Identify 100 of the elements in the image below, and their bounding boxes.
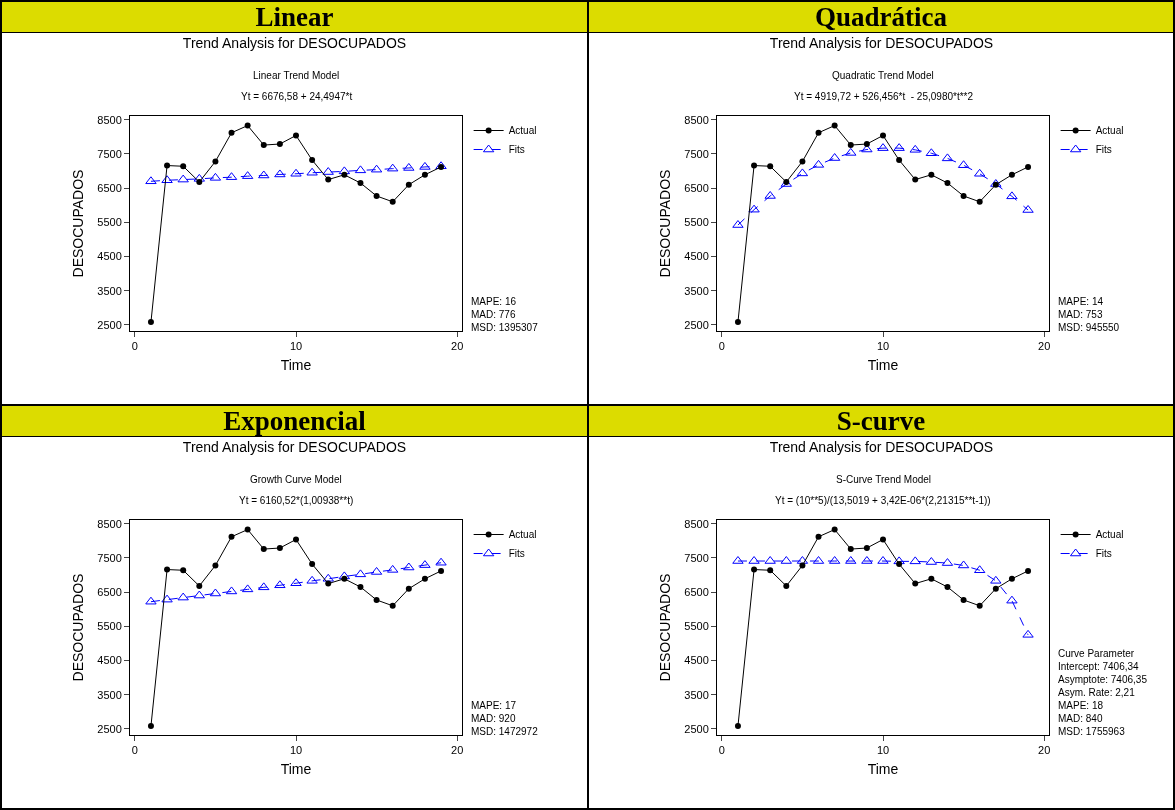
point [944,180,951,186]
point [847,142,854,149]
point [145,596,157,605]
point [992,585,999,592]
point [212,562,219,569]
text: MSD: 1395307 [471,322,539,333]
y-tick-label: 7500 [97,551,122,564]
point [322,573,334,582]
y-tick-label: 4500 [97,654,122,667]
point [405,181,412,188]
chart-subtitle: Trend Analysis for DESOCUPADOS [769,35,994,52]
point [909,556,921,565]
point [748,204,760,213]
text: MSD: 945550 [1058,322,1120,333]
point [799,158,806,165]
point [990,575,1002,584]
y-tick-label: 2500 [97,318,122,331]
point [387,163,399,172]
text: Yt = (10**5)/(13,5019 + 3,42E-06*(2,21315**t-1)) [775,495,991,506]
point [196,582,203,589]
y-tick-label: 6500 [684,585,709,598]
point [193,590,205,599]
point [435,557,447,566]
point [357,584,364,590]
text: Yt = 4919,72 + 526,456*t - 25,0980*t**2 [794,91,974,102]
y-tick-label: 4500 [684,250,709,263]
point [309,561,316,568]
point [306,167,318,176]
point [161,594,173,603]
point [147,319,154,326]
point [276,141,283,148]
chart-subtitle: Trend Analysis for DESOCUPADOS [182,439,407,456]
point [357,180,364,186]
text: MAD: 840 [1058,713,1103,724]
text: MAD: 920 [471,713,516,724]
y-tick-label: 2500 [684,722,709,735]
point [734,319,741,326]
point [403,162,415,171]
point [960,192,967,199]
y-axis-title: DESOCUPADOS [656,169,673,278]
point [831,122,838,129]
point [293,132,299,139]
point [831,526,838,533]
y-tick-label: 7500 [684,551,709,564]
point [389,602,396,609]
point [180,163,187,170]
point [421,171,428,178]
point [751,162,758,169]
y-tick-label: 8500 [97,113,122,126]
text: Linear Trend Model [253,70,340,81]
y-tick-label: 5500 [97,620,122,633]
text: S-Curve Trend Model [836,474,932,485]
point [177,174,189,183]
x-tick-label: 0 [131,340,138,353]
point [274,580,286,589]
y-tick-label: 5500 [684,620,709,633]
point [976,602,983,609]
legend-label: Fits [1095,144,1112,156]
point [912,580,919,587]
point [164,566,171,573]
point [764,190,776,199]
text: MSD: 1755963 [1058,726,1126,737]
y-tick-label: 3500 [97,688,122,701]
point [767,567,774,574]
y-tick-label: 3500 [684,688,709,701]
point [306,575,318,584]
x-tick-label: 20 [451,340,464,353]
chart-subtitle: Trend Analysis for DESOCUPADOS [182,35,407,52]
point [1008,171,1015,178]
point [244,122,251,129]
chart-subtitle: Trend Analysis for DESOCUPADOS [769,439,994,456]
x-axis-title: Time [280,356,312,373]
point [880,536,886,543]
text: Intercept: 7406,34 [1058,661,1140,672]
point [405,585,412,592]
y-tick-label: 3500 [684,284,709,297]
x-tick-label: 10 [289,340,303,353]
point [751,566,758,573]
x-axis-title: Time [867,356,899,373]
x-tick-label: 20 [451,744,464,757]
point [389,198,396,205]
x-tick-label: 0 [718,744,725,757]
y-tick-label: 3500 [97,284,122,297]
point [258,170,270,179]
point [1008,575,1015,582]
point [1022,629,1034,638]
point [974,168,986,177]
point [896,157,903,164]
point [799,562,806,569]
y-tick-label: 4500 [684,654,709,667]
point [193,173,205,182]
point [177,592,189,601]
y-tick-label: 5500 [97,216,122,229]
point [228,129,235,136]
x-tick-label: 10 [876,340,890,353]
y-tick-label: 6500 [684,181,709,194]
point [387,564,399,573]
y-tick-label: 6500 [97,181,122,194]
text: Curve Parameter [1058,648,1135,659]
point [180,567,187,574]
